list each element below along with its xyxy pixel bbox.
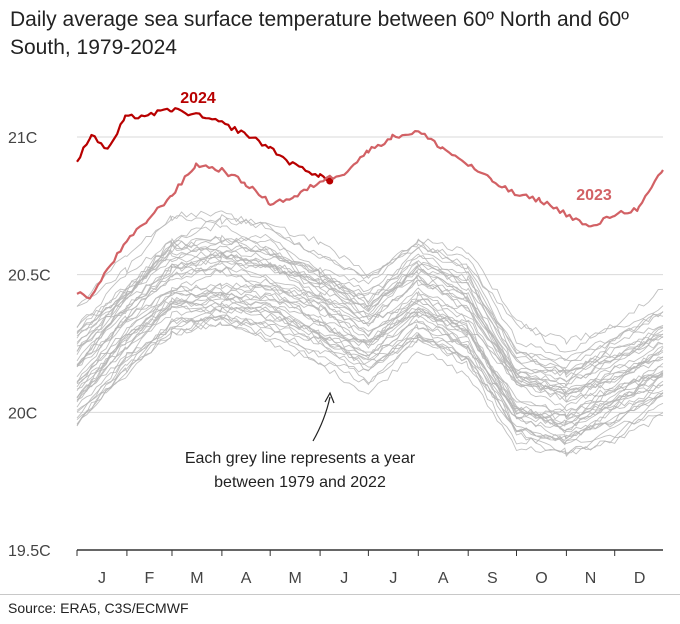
chart-canvas: 21C 20.5C 20C 19.5C 2024 2023 J F M A M J J A S O N D E… [8,90,664,587]
x-tick-label-5: J [340,570,348,587]
grey-year-line [76,314,664,456]
series-label-2024: 2024 [180,90,216,107]
annotation-text-line-1: between 1979 and 2022 [214,474,386,491]
grey-year-line [76,214,664,345]
x-tick-label-3: A [241,570,252,587]
series-label-2023: 2023 [576,187,612,204]
grey-year-line [76,297,664,424]
grey-year-line [76,244,664,383]
grey-year-line [76,238,664,388]
series-layer: 2024 2023 [76,90,664,300]
series-line-2024 [76,107,331,183]
grey-year-line [76,295,663,427]
grey-year-line [76,289,664,418]
x-tick-label-8: S [487,570,498,587]
x-tick-label-4: M [288,570,301,587]
grey-year-line [76,210,664,353]
grey-year-line [76,306,664,433]
x-tick-label-6: J [389,570,397,587]
grey-year-line [76,251,664,387]
series-line-2023 [76,130,664,300]
x-tick-label-2: M [190,570,203,587]
x-tick-label-1: F [145,570,155,587]
y-tick-label-3: 19.5C [8,543,51,560]
x-tick-label-7: A [438,570,449,587]
source-note: Source: ERA5, C3S/ECMWF [8,600,189,616]
series-end-marker-2024 [326,177,334,185]
annotation-arrowhead [324,391,335,404]
grey-year-line [76,322,664,458]
y-tick-label-1: 20.5C [8,268,51,285]
grey-year-line [76,237,664,378]
y-tick-label-2: 20C [8,405,37,422]
grey-year-line [76,255,664,395]
grey-year-line [76,282,664,420]
annotation-arrow [312,396,331,442]
x-tick-label-10: N [585,570,597,587]
grey-year-line [76,237,664,374]
grey-year-line [76,214,664,361]
x-tick-label-9: O [535,570,547,587]
grey-year-line [76,234,664,372]
grey-year-line [76,262,664,395]
source-divider [0,594,680,595]
x-tick-label-0: J [98,570,106,587]
grey-year-line [76,314,664,440]
annotation-text-line-0: Each grey line represents a year [185,450,416,467]
grey-year-line [76,285,664,425]
grey-year-line [76,291,664,428]
annotation-layer: Each grey line represents a year between … [185,391,416,491]
grey-lines-layer [76,210,664,458]
x-tick-label-11: D [634,570,646,587]
grey-year-line [76,306,664,439]
grey-year-line [76,317,664,445]
grey-year-line [76,304,664,444]
chart-title: Daily average sea surface temperature be… [10,8,629,59]
y-tick-label-0: 21C [8,130,37,147]
grey-year-line [76,260,664,403]
